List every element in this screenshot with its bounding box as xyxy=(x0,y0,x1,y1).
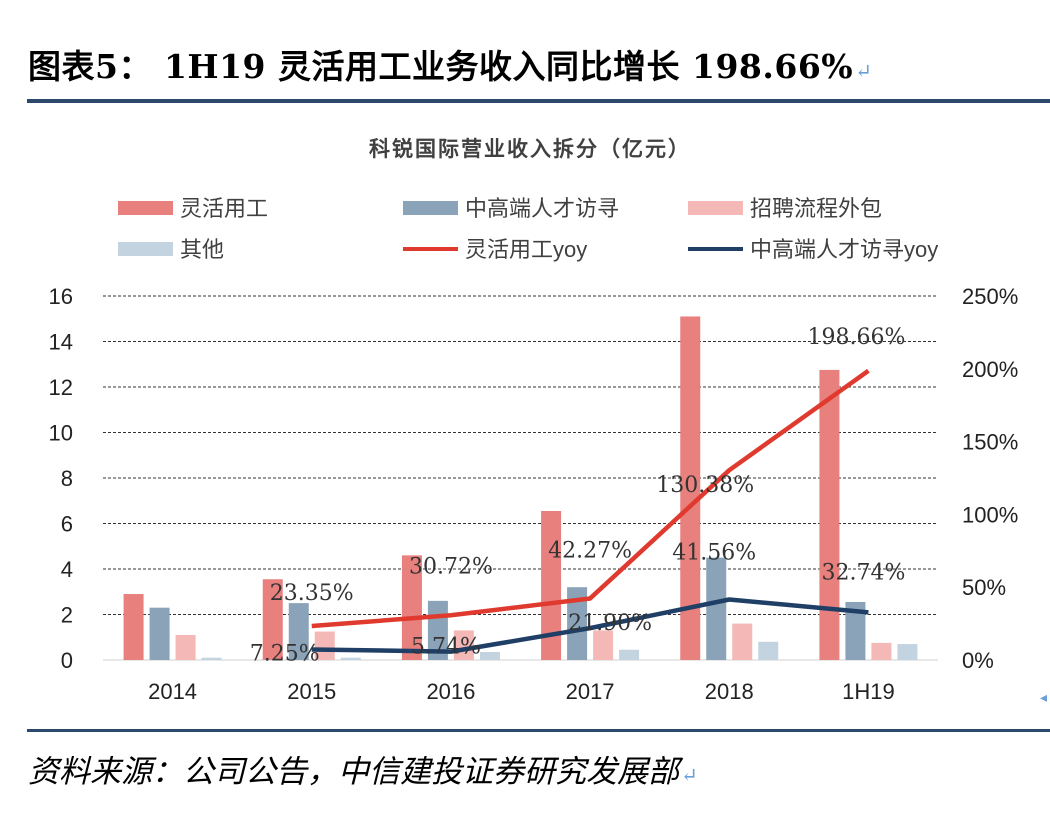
x-tick-label: 2018 xyxy=(705,679,754,704)
data-label: 7.25% xyxy=(250,641,320,666)
data-label: 23.35% xyxy=(270,581,354,606)
x-tick-label: 2016 xyxy=(426,679,475,704)
data-label: 21.90% xyxy=(568,611,652,636)
y-tick-label: 14 xyxy=(49,330,73,355)
y-tick-label: 8 xyxy=(61,466,73,491)
bar xyxy=(871,642,892,660)
x-tick-label: 2014 xyxy=(148,679,197,704)
y-tick-label: 2 xyxy=(61,603,73,628)
source-text: 资料来源：公司公告，中信建投证券研究发展部 xyxy=(28,754,679,790)
y2-tick-label: 150% xyxy=(962,430,1018,455)
bar xyxy=(201,657,222,660)
edge-arrow-icon: ◂ xyxy=(1040,690,1048,706)
y2-tick-label: 50% xyxy=(962,575,1006,600)
legend-label: 灵活用工yoy xyxy=(465,237,587,262)
bar xyxy=(706,557,727,660)
series-line xyxy=(311,597,869,654)
legend-label: 招聘流程外包 xyxy=(750,196,882,221)
bar xyxy=(262,579,283,660)
chart-title: 科锐国际营业收入拆分（亿元） xyxy=(369,137,691,161)
bar xyxy=(845,601,866,660)
y2-tick-label: 100% xyxy=(962,502,1018,527)
bar xyxy=(453,630,474,660)
y-tick-label: 16 xyxy=(49,284,73,309)
y-tick-label: 0 xyxy=(61,648,73,673)
bar xyxy=(732,623,753,660)
return-mark-icon: ↵ xyxy=(855,59,873,83)
bar xyxy=(541,510,562,660)
bar xyxy=(401,555,422,660)
bar xyxy=(897,644,918,660)
bar xyxy=(758,641,779,660)
bar xyxy=(314,631,335,660)
y-tick-label: 12 xyxy=(49,375,73,400)
bar xyxy=(149,607,170,660)
bar xyxy=(175,634,196,660)
bottom-rule xyxy=(27,729,1050,732)
data-label: 42.27% xyxy=(548,538,632,563)
source-return-mark-icon: ↵ xyxy=(681,763,698,787)
y-tick-label: 6 xyxy=(61,512,73,537)
bar xyxy=(479,652,500,660)
y2-tick-label: 250% xyxy=(962,284,1018,309)
bar xyxy=(288,603,309,660)
y2-tick-label: 200% xyxy=(962,357,1018,382)
y-tick-label: 4 xyxy=(61,557,73,582)
bar xyxy=(123,594,144,660)
bar xyxy=(567,587,588,660)
figure-title: 图表5： 1H19 灵活用工业务收入同比增长 198.66% ↵ xyxy=(28,40,872,88)
bar xyxy=(680,316,701,660)
data-label: 198.66% xyxy=(807,325,905,350)
source-note: 资料来源：公司公告，中信建投证券研究发展部 ↵ xyxy=(28,746,698,791)
bar xyxy=(819,369,840,660)
data-label: 30.72% xyxy=(409,554,493,579)
legend-swatch xyxy=(403,201,458,215)
legend-label: 其他 xyxy=(180,237,224,262)
legend-label: 中高端人才访寻 xyxy=(465,196,619,221)
figure-title-text: 图表5： 1H19 灵活用工业务收入同比增长 198.66% xyxy=(28,47,854,86)
x-tick-label: 1H19 xyxy=(842,679,895,704)
data-label: 5.74% xyxy=(411,635,481,660)
data-label: 130.38% xyxy=(656,473,754,498)
bar xyxy=(619,649,640,660)
data-label: 32.74% xyxy=(821,560,905,585)
legend-swatch xyxy=(118,201,173,215)
bar xyxy=(340,657,361,660)
series-line xyxy=(311,368,870,629)
data-label: 41.56% xyxy=(672,540,756,565)
top-rule xyxy=(27,99,1050,103)
legend-swatch xyxy=(688,201,743,215)
x-tick-label: 2015 xyxy=(287,679,336,704)
legend-label: 灵活用工 xyxy=(180,196,268,221)
y2-tick-label: 0% xyxy=(962,648,994,673)
y-tick-label: 10 xyxy=(49,421,73,446)
x-tick-label: 2017 xyxy=(566,679,615,704)
bar xyxy=(593,630,614,660)
legend-label: 中高端人才访寻yoy xyxy=(750,237,938,262)
legend-swatch xyxy=(118,242,173,256)
